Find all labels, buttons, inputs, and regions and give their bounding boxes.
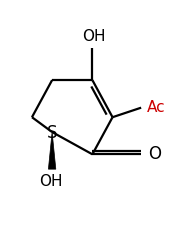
Polygon shape (48, 132, 56, 169)
Text: S: S (47, 123, 57, 142)
Text: OH: OH (82, 29, 105, 44)
Text: O: O (148, 145, 161, 163)
Text: Ac: Ac (146, 100, 165, 115)
Text: OH: OH (39, 175, 63, 190)
